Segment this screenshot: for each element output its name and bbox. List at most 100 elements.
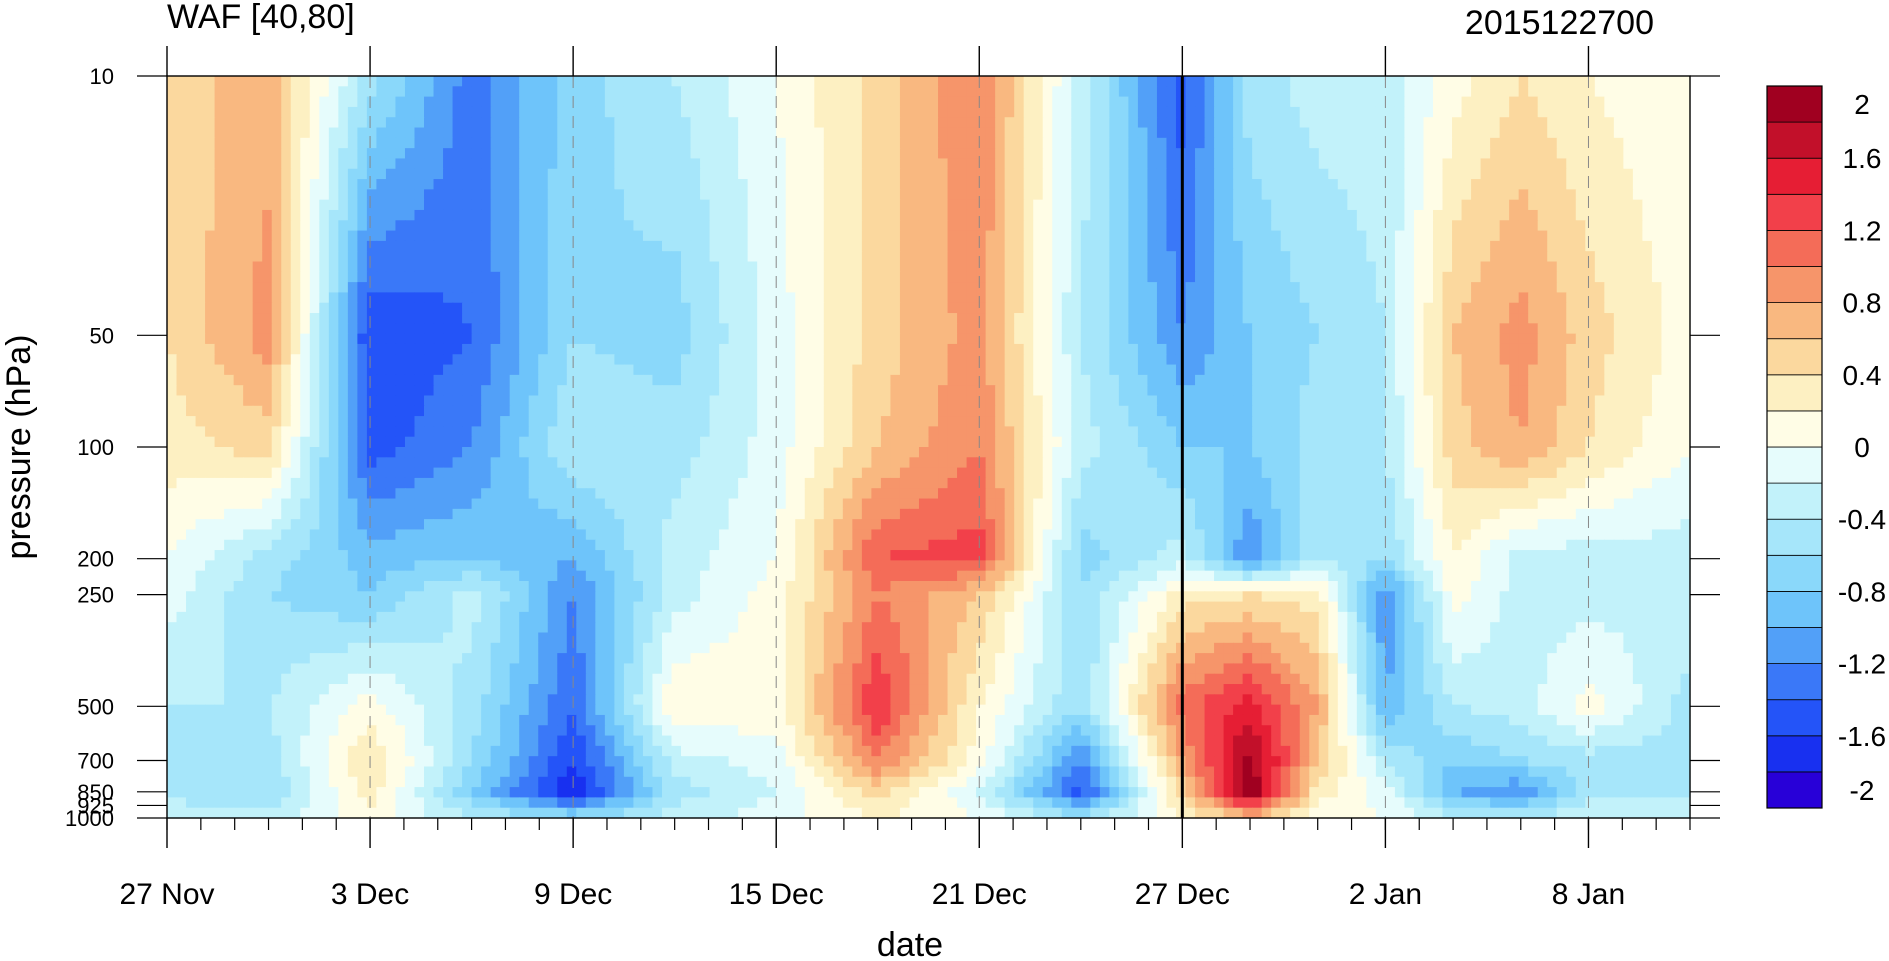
heatmap-cell (1670, 76, 1682, 87)
heatmap-cell (1556, 220, 1567, 232)
heatmap-cell (1452, 354, 1463, 366)
heatmap-cell (1109, 117, 1120, 129)
heatmap-cell (1128, 117, 1139, 129)
heatmap-cell (404, 137, 416, 149)
heatmap-cell (252, 354, 263, 366)
heatmap-cell (852, 302, 863, 314)
heatmap-cell (205, 96, 216, 108)
heatmap-cell (376, 230, 387, 242)
heatmap-cell (1366, 323, 1377, 335)
heatmap-cell (471, 271, 482, 283)
heatmap-cell (804, 137, 815, 149)
heatmap-cell (1071, 199, 1082, 211)
heatmap-cell (414, 240, 425, 252)
heatmap-cell (1166, 343, 1177, 355)
heatmap-cell (1452, 189, 1463, 201)
heatmap-cell (1052, 209, 1063, 221)
heatmap-cell (1156, 199, 1168, 211)
heatmap-cell (871, 343, 882, 355)
heatmap-cell (1185, 230, 1196, 242)
heatmap-cell (899, 302, 911, 314)
heatmap-cell (176, 148, 187, 160)
heatmap-cell (966, 168, 977, 180)
heatmap-cell (471, 261, 482, 273)
heatmap-cell (376, 220, 387, 232)
heatmap-cell (1594, 127, 1605, 139)
heatmap-cell (538, 385, 549, 397)
heatmap-cell (1080, 117, 1091, 129)
heatmap-cell (1185, 158, 1196, 170)
heatmap-cell (1680, 333, 1691, 345)
heatmap-cell (1195, 271, 1206, 283)
heatmap-cell (833, 76, 844, 87)
heatmap-cell (309, 209, 320, 221)
heatmap-cell (547, 209, 558, 221)
heatmap-cell (814, 385, 825, 397)
heatmap-cell (633, 240, 644, 252)
heatmap-cell (938, 282, 949, 294)
heatmap-cell (1071, 76, 1082, 87)
heatmap-cell (747, 148, 758, 160)
heatmap-cell (233, 395, 244, 407)
heatmap-cell (1280, 343, 1291, 355)
heatmap-cell (424, 96, 435, 108)
heatmap-cell (957, 230, 968, 242)
heatmap-cell (252, 137, 263, 149)
heatmap-cell (281, 189, 292, 201)
heatmap-cell (795, 343, 806, 355)
heatmap-cell (899, 230, 911, 242)
heatmap-cell (861, 230, 872, 242)
heatmap-cell (604, 209, 615, 221)
heatmap-cell (1509, 148, 1520, 160)
heatmap-cell (319, 117, 330, 129)
heatmap-cell (1404, 117, 1415, 129)
heatmap-cell (1195, 137, 1206, 149)
heatmap-cell (243, 302, 254, 314)
heatmap-cell (1528, 313, 1539, 324)
heatmap-cell (957, 354, 968, 366)
heatmap-cell (300, 385, 311, 397)
heatmap-cell (1509, 86, 1520, 98)
heatmap-cell (271, 271, 282, 283)
heatmap-cell (1632, 313, 1644, 324)
heatmap-cell (833, 292, 844, 304)
heatmap-cell (1423, 179, 1434, 190)
heatmap-cell (766, 302, 777, 314)
heatmap-cell (842, 96, 853, 108)
heatmap-cell (1499, 333, 1510, 345)
heatmap-cell (547, 333, 558, 345)
heatmap-cell (1585, 343, 1596, 355)
heatmap-cell (176, 385, 187, 397)
heatmap-cell (481, 354, 492, 366)
heatmap-cell (880, 209, 892, 221)
heatmap-cell (566, 137, 577, 149)
heatmap-cell (1318, 292, 1329, 304)
heatmap-cell (319, 86, 330, 98)
heatmap-cell (519, 117, 530, 129)
heatmap-cell (1670, 302, 1682, 314)
heatmap-cell (167, 395, 178, 407)
heatmap-cell (1490, 127, 1501, 139)
heatmap-cell (661, 199, 673, 211)
heatmap-cell (1575, 117, 1586, 129)
heatmap-cell (1242, 96, 1253, 108)
heatmap-cell (366, 106, 378, 118)
heatmap-cell (1537, 199, 1548, 211)
heatmap-cell (462, 106, 473, 118)
heatmap-cell (452, 302, 463, 314)
heatmap-cell (1432, 168, 1444, 180)
heatmap-cell (1271, 343, 1282, 355)
heatmap-cell (376, 271, 387, 283)
heatmap-cell (1204, 127, 1215, 139)
heatmap-cell (861, 385, 872, 397)
heatmap-cell (186, 354, 197, 366)
heatmap-cell (385, 209, 397, 221)
heatmap-cell (795, 271, 806, 283)
heatmap-cell (1413, 137, 1425, 149)
heatmap-cell (833, 86, 844, 98)
heatmap-cell (776, 230, 787, 242)
heatmap-cell (785, 292, 796, 304)
heatmap-cell (1585, 76, 1596, 87)
heatmap-cell (167, 96, 178, 108)
heatmap-cell (823, 106, 834, 118)
